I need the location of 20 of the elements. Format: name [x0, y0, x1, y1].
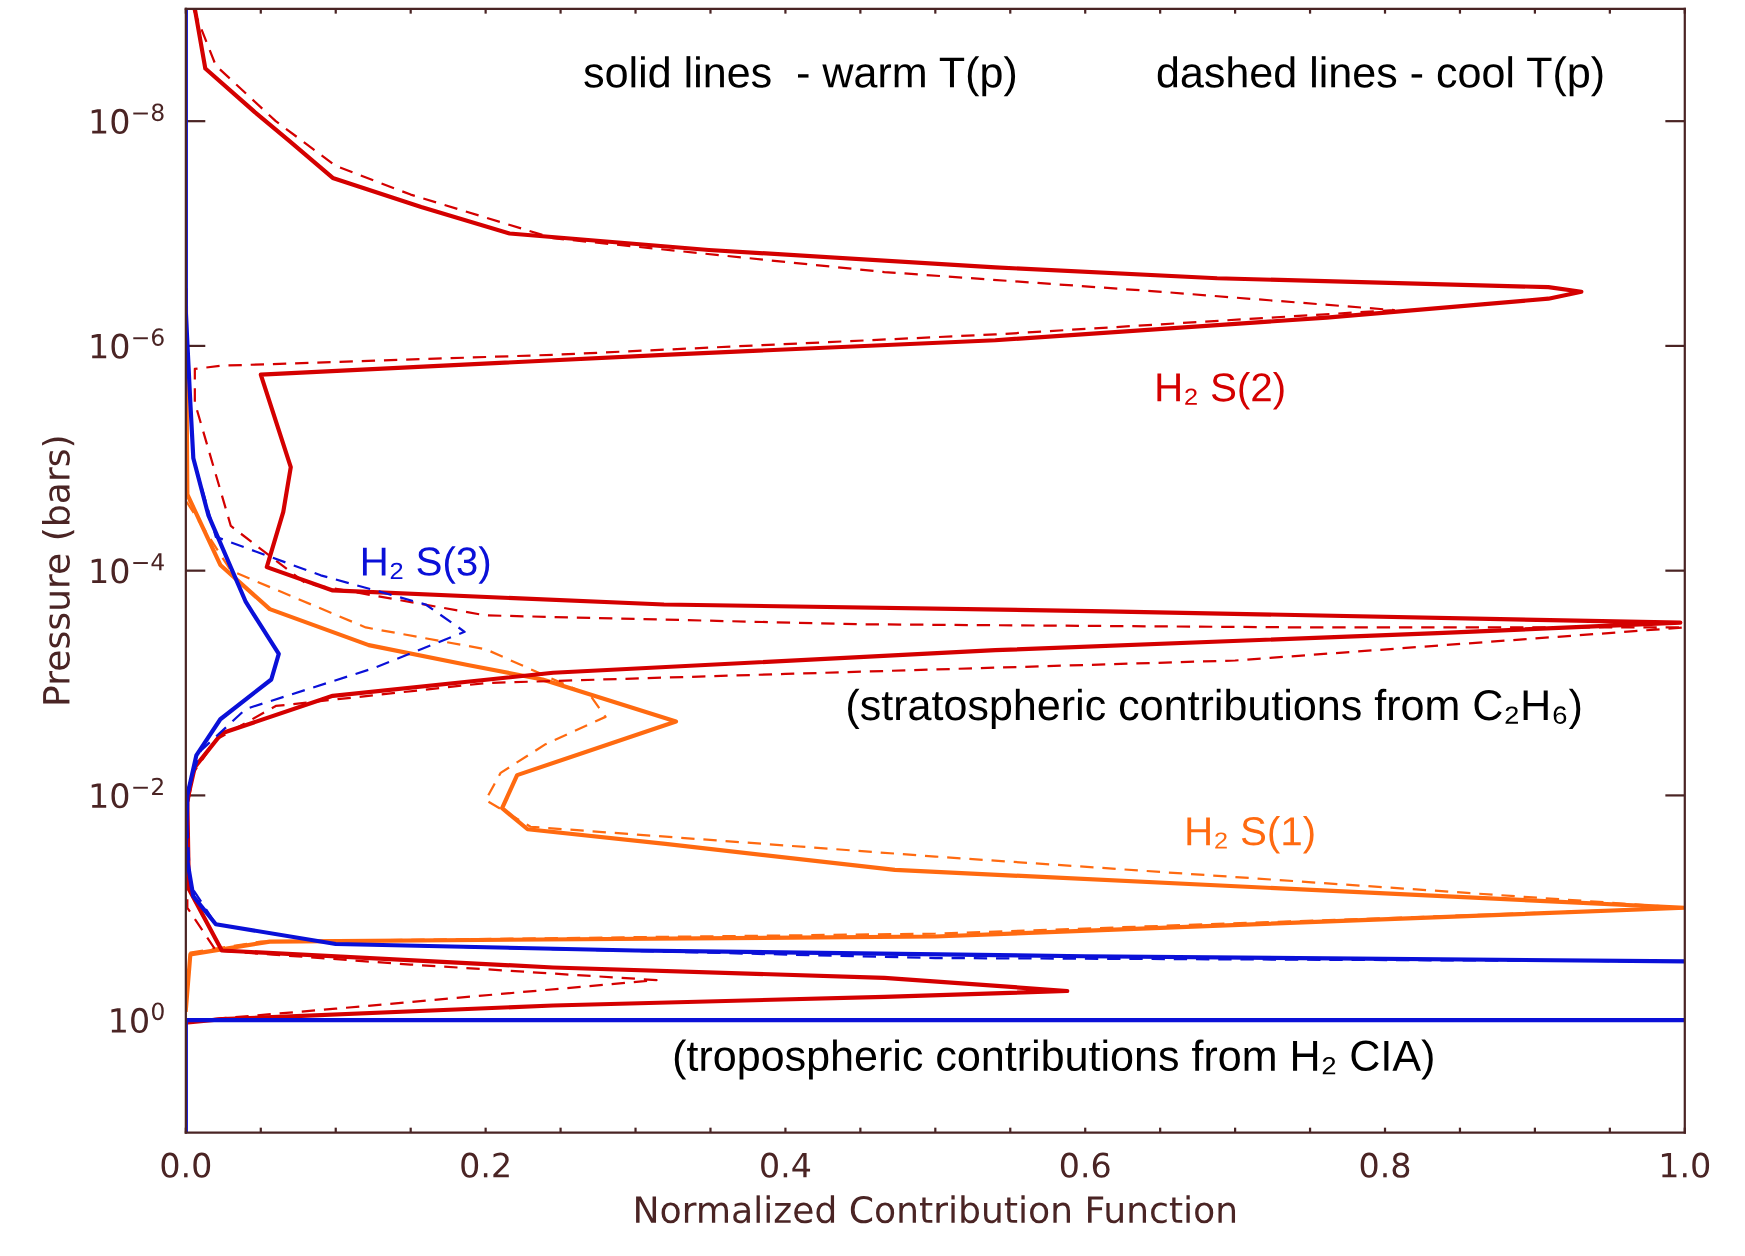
x-tick-label: 0.6 — [1060, 1152, 1110, 1178]
x-axis-title: Normalized Contribution Function — [636, 1195, 1236, 1224]
annotation: (tropospheric contributions from H₂ CIA) — [674, 1039, 1433, 1080]
y-tick-label: 10$^{−6}$ — [91, 328, 164, 359]
x-tick-label: 0.4 — [761, 1152, 811, 1178]
text: H₂ S(3) — [362, 546, 490, 584]
x-tick-label: 0.0 — [161, 1152, 211, 1178]
annotation: solid lines - warm T(p) — [584, 56, 1016, 97]
annotation: dashed lines - cool T(p) — [1157, 56, 1603, 97]
annotation: (stratospheric contributions from C₂H₆) — [848, 688, 1581, 729]
y-axis-title: Pressure (bars) — [42, 437, 75, 704]
y-tick-label: 10$^{0}$ — [111, 1002, 164, 1034]
y-tick-label: 10$^{−8}$ — [91, 103, 164, 135]
y-tick-label: 10$^{−4}$ — [91, 553, 164, 584]
y-tick-label: 10$^{−2}$ — [91, 777, 163, 809]
x-tick-label: 0.2 — [461, 1152, 509, 1178]
x-tick-label: 1.0 — [1661, 1152, 1710, 1178]
series-label: H₂ S(1) — [1187, 815, 1314, 854]
series-label: H₂ S(2) — [1157, 372, 1284, 410]
x-tick-label: 0.8 — [1360, 1152, 1410, 1178]
